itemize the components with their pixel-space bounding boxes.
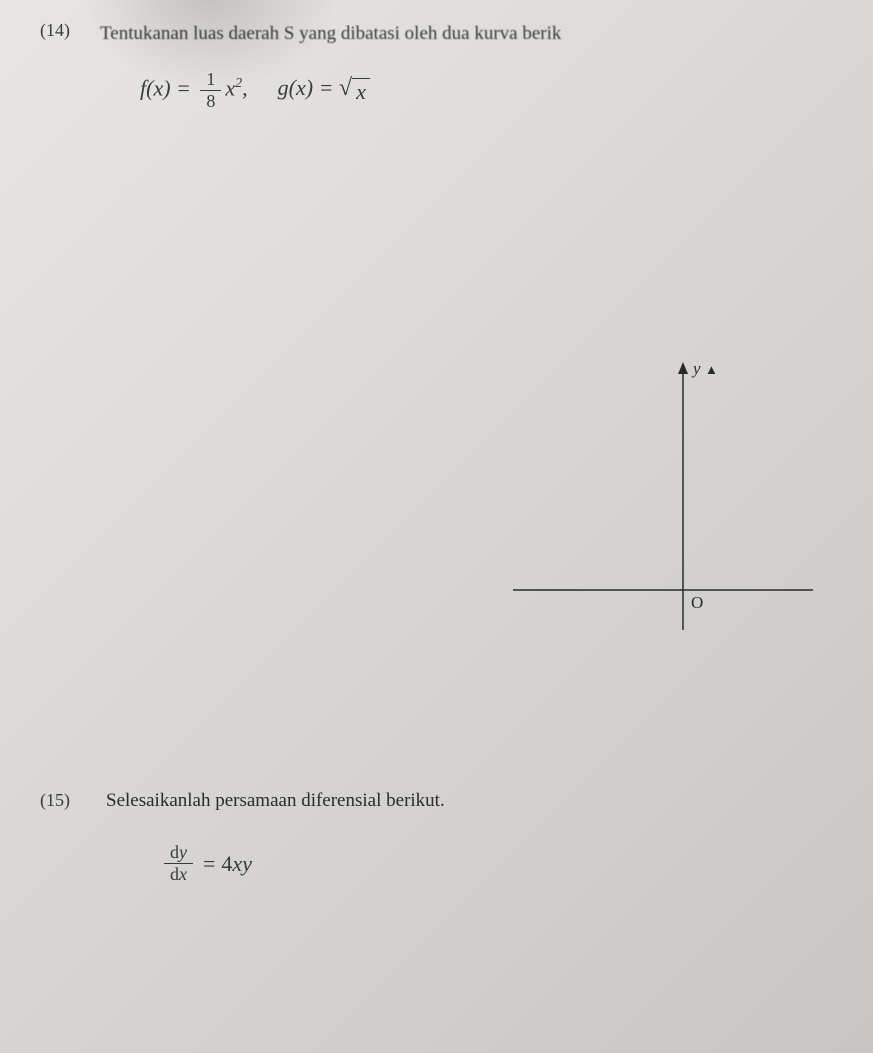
gx-sqrt-content: x [352,78,370,105]
origin-label: O [691,593,703,612]
page-content: (14) Tentukanan luas daerah S yang dibat… [0,0,873,172]
problem-15-header: (15) Selesaikanlah persamaan diferensial… [40,790,445,812]
diff-fraction: dy dx [164,842,193,885]
gx-label: g [278,75,289,100]
y-axis-arrow-label: ▲ [705,362,718,377]
coordinate-axes: y ▲ O [493,350,813,650]
problem-14-number: (14) [40,20,80,41]
y-axis-arrow-icon [678,362,688,374]
problem-15-formula: dy dx = 4xy [160,842,445,885]
diff-equals: = [203,851,215,877]
axes-svg: y ▲ O [493,350,813,650]
formula-gx: g(x) = √ x [278,75,370,105]
problem-15: (15) Selesaikanlah persamaan diferensial… [0,790,485,885]
problem-15-number: (15) [40,790,70,811]
fx-frac-den: 8 [200,91,221,112]
gx-sqrt: √ x [339,75,370,105]
gx-var: x [296,75,306,100]
diff-num-y: y [179,842,187,862]
diff-rhs-y: y [242,851,252,877]
diff-den: dx [164,864,193,885]
y-axis-label: y [691,359,701,378]
diff-num-d: d [170,842,179,862]
diff-den-x: x [179,864,187,884]
diff-rhs-x: x [232,851,242,877]
sqrt-symbol-icon: √ [339,75,352,102]
diff-den-d: d [170,864,179,884]
diff-num: dy [164,842,193,864]
problem-15-text: Selesaikanlah persamaan diferensial beri… [106,790,445,812]
diff-rhs-4: 4 [221,851,232,877]
